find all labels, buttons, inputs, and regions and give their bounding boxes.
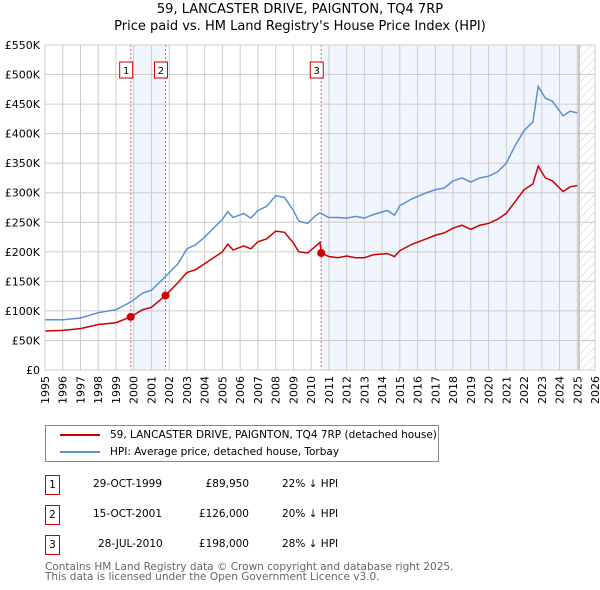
sale-marker-number: 1 bbox=[123, 66, 129, 77]
sale-price: £126,000 bbox=[198, 508, 249, 520]
y-tick-label: £0 bbox=[26, 364, 40, 377]
x-tick-label: 2016 bbox=[412, 376, 425, 404]
sale-row: 3 28-JUL-2010 £198,000 28% ↓ HPI bbox=[45, 535, 465, 555]
y-tick-label: £400K bbox=[5, 128, 41, 141]
x-tick-label: 2020 bbox=[483, 376, 496, 404]
x-tick-label: 1997 bbox=[74, 376, 87, 404]
y-tick-label: £100K bbox=[5, 305, 41, 318]
y-tick-label: £550K bbox=[5, 39, 41, 52]
sale-row: 2 15-OCT-2001 £126,000 20% ↓ HPI bbox=[45, 505, 465, 525]
x-tick-label: 2013 bbox=[358, 376, 371, 404]
x-tick-label: 1998 bbox=[92, 376, 105, 404]
sale-hpi-diff: 28% ↓ HPI bbox=[282, 538, 339, 550]
legend-swatch-blue bbox=[60, 451, 100, 453]
x-tick-label: 2019 bbox=[465, 376, 478, 404]
series-line bbox=[44, 164, 578, 332]
sale-date: 29-OCT-1999 bbox=[93, 478, 162, 490]
sale-price: £198,000 bbox=[198, 538, 249, 550]
sale-row: 1 29-OCT-1999 £89,950 22% ↓ HPI bbox=[45, 475, 465, 495]
y-tick-label: £150K bbox=[5, 275, 41, 288]
plot-area: 1995 1996 1997 1998 1999 2000 2001 2002 2003 2004… bbox=[5, 39, 600, 404]
footer: Contains HM Land Registry data © Crown c… bbox=[45, 561, 454, 583]
sale-point bbox=[317, 249, 326, 257]
y-tick-label: £350K bbox=[5, 157, 41, 170]
y-tick-label: £500K bbox=[5, 69, 41, 82]
sale-point bbox=[126, 312, 135, 321]
sale-hpi-diff: 20% ↓ HPI bbox=[282, 508, 339, 520]
y-tick-label: £300K bbox=[5, 187, 41, 200]
x-tick-label: 2015 bbox=[394, 376, 407, 404]
x-tick-label: 2010 bbox=[305, 376, 318, 404]
legend-item-hpi: HPI: Average price, detached house, Torb… bbox=[60, 444, 339, 460]
x-tick-label: 2008 bbox=[270, 376, 283, 404]
x-tick-label: 2001 bbox=[145, 376, 158, 404]
x-tick-label: 2005 bbox=[216, 376, 229, 404]
x-tick-label: 2026 bbox=[589, 376, 600, 404]
x-tick-label: 2012 bbox=[341, 376, 354, 404]
sale-number: 1 bbox=[45, 475, 60, 495]
x-tick-label: 2002 bbox=[163, 376, 176, 404]
sale-number: 2 bbox=[45, 505, 60, 525]
x-tick-label: 2023 bbox=[536, 376, 549, 404]
sale-marker-box bbox=[153, 61, 168, 79]
sale-marker-number: 2 bbox=[158, 66, 164, 77]
x-tick-label: 2017 bbox=[429, 376, 442, 404]
footer-line-1: Contains HM Land Registry data © Crown c… bbox=[45, 561, 454, 573]
sale-marker-box bbox=[119, 61, 134, 79]
sale-hpi-diff: 22% ↓ HPI bbox=[282, 478, 339, 490]
legend-label: 59, LANCASTER DRIVE, PAIGNTON, TQ4 7RP (… bbox=[110, 429, 437, 441]
x-tick-label: 2009 bbox=[287, 376, 300, 404]
x-tick-label: 2014 bbox=[376, 376, 389, 404]
x-tick-label: 2007 bbox=[252, 376, 265, 404]
shaded-period bbox=[130, 45, 166, 370]
x-tick-label: 2003 bbox=[181, 376, 194, 404]
plot-border bbox=[44, 44, 596, 371]
x-tick-label: 2022 bbox=[518, 376, 531, 404]
x-tick-label: 2004 bbox=[199, 376, 212, 404]
sale-marker-number: 3 bbox=[314, 66, 320, 77]
y-tick-label: £450K bbox=[5, 98, 41, 111]
x-tick-label: 1999 bbox=[110, 376, 123, 404]
sale-price: £89,950 bbox=[205, 478, 249, 490]
shaded-period bbox=[321, 45, 580, 370]
series-line bbox=[45, 84, 578, 321]
x-tick-label: 2018 bbox=[447, 376, 460, 404]
legend: 59, LANCASTER DRIVE, PAIGNTON, TQ4 7RP (… bbox=[45, 425, 439, 462]
x-tick-label: 2021 bbox=[500, 376, 513, 404]
x-tick-label: 2025 bbox=[571, 376, 584, 404]
legend-swatch-red bbox=[60, 434, 100, 436]
sale-number: 3 bbox=[45, 535, 60, 555]
x-tick-label: 1995 bbox=[39, 376, 52, 404]
x-tick-label: 2006 bbox=[234, 376, 247, 404]
x-tick-label: 2011 bbox=[323, 376, 336, 404]
legend-label: HPI: Average price, detached house, Torb… bbox=[110, 446, 340, 458]
sale-marker-box bbox=[309, 61, 324, 79]
x-tick-label: 2000 bbox=[128, 376, 141, 404]
x-tick-label: 1996 bbox=[57, 376, 70, 404]
sale-date: 28-JUL-2010 bbox=[98, 538, 163, 550]
y-tick-label: £250K bbox=[5, 216, 41, 229]
x-tick-label: 2024 bbox=[554, 376, 567, 404]
y-tick-label: £200K bbox=[5, 246, 41, 259]
sale-point bbox=[161, 291, 170, 300]
chart-title: 59, LANCASTER DRIVE, PAIGNTON, TQ4 7RP bbox=[156, 2, 444, 17]
sale-date: 15-OCT-2001 bbox=[93, 508, 162, 520]
legend-item-property: 59, LANCASTER DRIVE, PAIGNTON, TQ4 7RP (… bbox=[60, 427, 437, 443]
chart-subtitle: Price paid vs. HM Land Registry's House … bbox=[114, 19, 486, 34]
y-tick-label: £50K bbox=[12, 334, 41, 347]
footer-line-2: This data is licensed under the Open Gov… bbox=[45, 571, 380, 583]
future-hatch bbox=[579, 45, 595, 370]
